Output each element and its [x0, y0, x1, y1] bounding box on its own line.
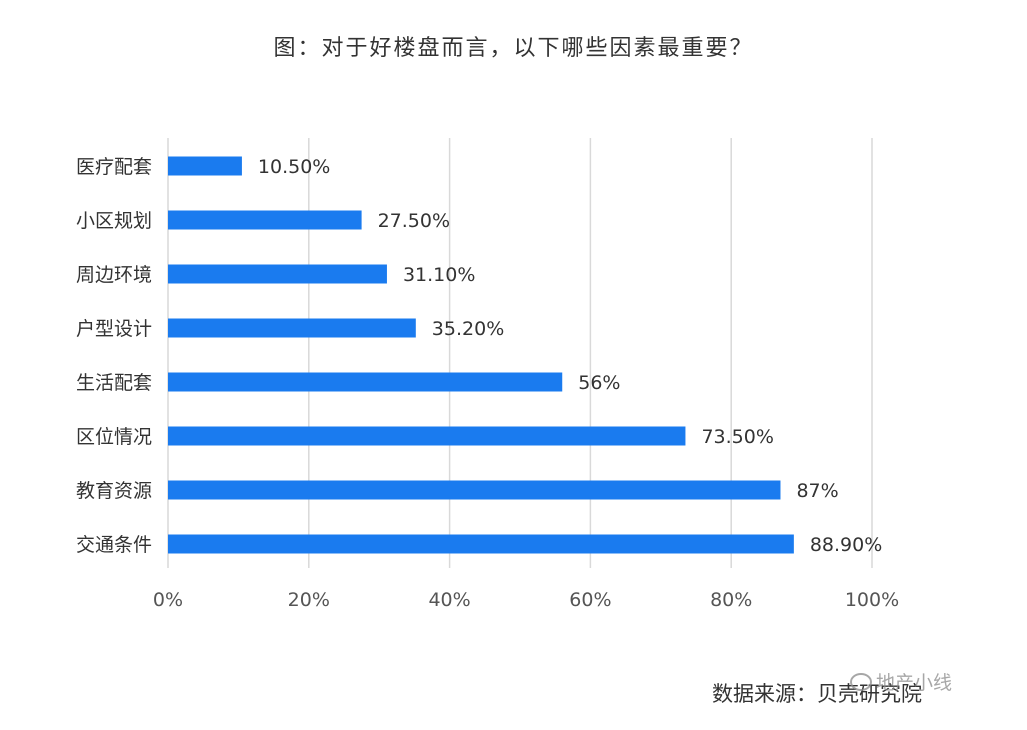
bar: [168, 372, 563, 392]
category-label: 交通条件: [76, 534, 152, 556]
value-label: 56%: [578, 372, 620, 394]
source-note: 数据来源：贝壳研究院: [712, 682, 922, 706]
x-tick-label: 0%: [153, 589, 183, 611]
value-label: 73.50%: [701, 426, 773, 448]
bar: [168, 210, 362, 230]
x-tick-label: 80%: [710, 589, 752, 611]
labels: 0% 20% 40% 60% 80% 100% 医疗配套 10.50% 小区规划 27.50% 周边…: [76, 156, 899, 611]
value-label: 10.50%: [258, 156, 330, 178]
value-label: 88.90%: [810, 534, 882, 556]
value-label: 35.20%: [432, 318, 504, 340]
grid-lines: [167, 138, 873, 568]
bar: [168, 534, 794, 554]
bars: [168, 156, 794, 554]
value-label: 31.10%: [403, 264, 475, 286]
watermark: 地产小线: [850, 668, 952, 695]
bar: [168, 156, 242, 176]
category-label: 户型设计: [76, 318, 152, 340]
category-label: 教育资源: [76, 480, 152, 502]
value-label: 87%: [796, 480, 838, 502]
x-tick-label: 20%: [288, 589, 330, 611]
category-label: 医疗配套: [76, 156, 152, 178]
bar: [168, 480, 781, 500]
watermark-text: 地产小线: [876, 672, 953, 694]
chart-title: 图：对于好楼盘而言，以下哪些因素最重要？: [273, 36, 754, 61]
value-label: 27.50%: [378, 210, 450, 232]
category-label: 区位情况: [76, 426, 152, 448]
bar: [168, 264, 387, 284]
x-tick-label: 60%: [569, 589, 611, 611]
x-tick-label: 100%: [845, 589, 899, 611]
category-label: 生活配套: [76, 372, 152, 394]
category-label: 小区规划: [76, 210, 152, 232]
category-label: 周边环境: [76, 264, 152, 286]
wechat-icon: [850, 672, 872, 691]
bar: [168, 318, 416, 338]
bar: [168, 426, 686, 446]
x-tick-label: 40%: [428, 589, 470, 611]
